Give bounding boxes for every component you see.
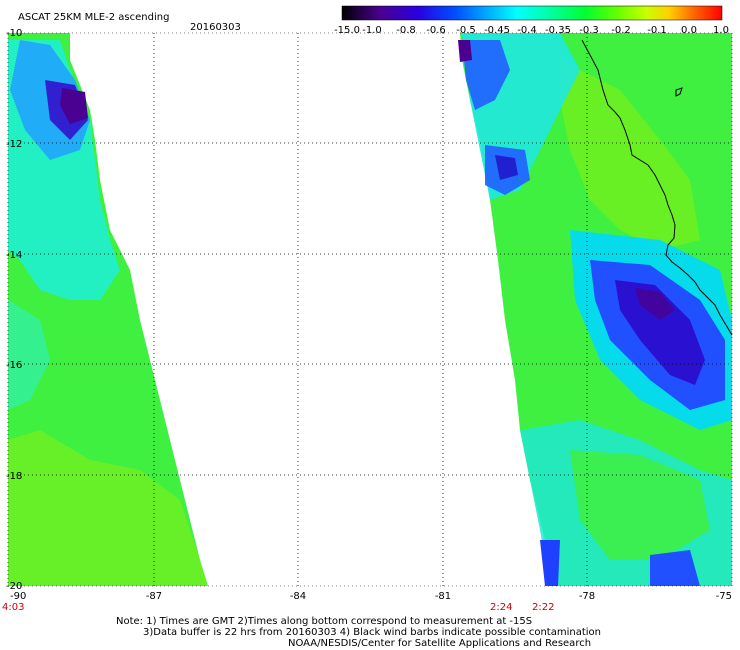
right-swath-lightgreen: [560, 60, 700, 250]
colorbar-tick-label: -0.4: [517, 25, 537, 36]
map-title: ASCAT 25KM MLE-2 ascending: [18, 12, 169, 23]
island-marker: [675, 87, 683, 97]
right-swath-purple-east: [635, 288, 675, 320]
colorbar-tick-label: -0.8: [396, 25, 416, 36]
latitude-label: -14: [6, 250, 22, 261]
left-swath-lightgreen-lower: [8, 430, 208, 586]
longitude-label: -81: [435, 591, 451, 602]
swath-time-labels: 4:03 2:24 2:22: [2, 602, 554, 613]
colorbar-tick-label: -0.6: [426, 25, 446, 36]
longitude-label: -87: [146, 591, 162, 602]
latitude-label: -10: [6, 28, 22, 39]
colorbar-gradient: [341, 5, 723, 21]
swath-time-label: 2:24: [490, 602, 512, 613]
colorbar-tick-label: 1.0: [713, 25, 729, 36]
longitude-label: -84: [290, 591, 306, 602]
colorbar-tick-label: -0.5: [456, 25, 476, 36]
latitude-label: -18: [6, 471, 22, 482]
colorbar-tick-label: 0.0: [681, 25, 697, 36]
note-line-3: NOAA/NESDIS/Center for Satellite Applica…: [288, 638, 592, 649]
right-swath-blue-upper: [462, 40, 510, 110]
latitude-label: -16: [6, 360, 22, 371]
colorbar-tick-label: -0.1: [647, 25, 667, 36]
right-swath-green-lower: [570, 450, 710, 560]
note-line-1: Note: 1) Times are GMT 2)Times along bot…: [116, 616, 533, 627]
colorbar-tick-label: -0.3: [579, 25, 599, 36]
right-swath-purple-top: [458, 40, 472, 62]
swath-time-label: 2:22: [532, 602, 554, 613]
colorbar-tick-label: -0.45: [484, 25, 510, 36]
latitude-label: -20: [6, 581, 22, 592]
right-swath-darkblue-mid: [495, 155, 518, 180]
coastline: [581, 39, 733, 336]
swath-time-label: 4:03: [2, 602, 24, 613]
colorbar-tick-label: -1.0: [362, 25, 382, 36]
plot-frame: [7, 32, 733, 587]
latitude-label: -12: [6, 139, 22, 150]
right-swath-blue-bottom-left: [540, 540, 560, 586]
longitude-label: -78: [579, 591, 595, 602]
right-swath-darkblue-east: [615, 280, 705, 385]
right-swath-blue-bottom: [650, 550, 700, 586]
colorbar-tick-label: -0.2: [611, 25, 631, 36]
colorbar: -15.0 -1.0 -0.8 -0.6 -0.5 -0.45 -0.4 -0.35 -0.3 -…: [334, 5, 729, 36]
graticule: [8, 33, 732, 586]
longitude-label: -90: [10, 591, 26, 602]
note-line-2: 3)Data buffer is 22 hrs from 20160303 4)…: [143, 627, 601, 638]
longitude-labels: -90 -87 -84 -81 -78 -75: [10, 591, 732, 602]
map-date: 20160303: [190, 22, 241, 33]
colorbar-tick-label: -0.35: [545, 25, 571, 36]
left-swath: [8, 33, 208, 586]
latitude-labels: -10 -12 -14 -16 -18 -20: [6, 28, 22, 592]
left-swath-cyan-lower: [8, 300, 50, 410]
colorbar-tick-label: -15.0: [334, 25, 360, 36]
longitude-label: -75: [716, 591, 732, 602]
left-swath-purple-patch: [60, 88, 88, 124]
right-swath: [458, 33, 732, 586]
